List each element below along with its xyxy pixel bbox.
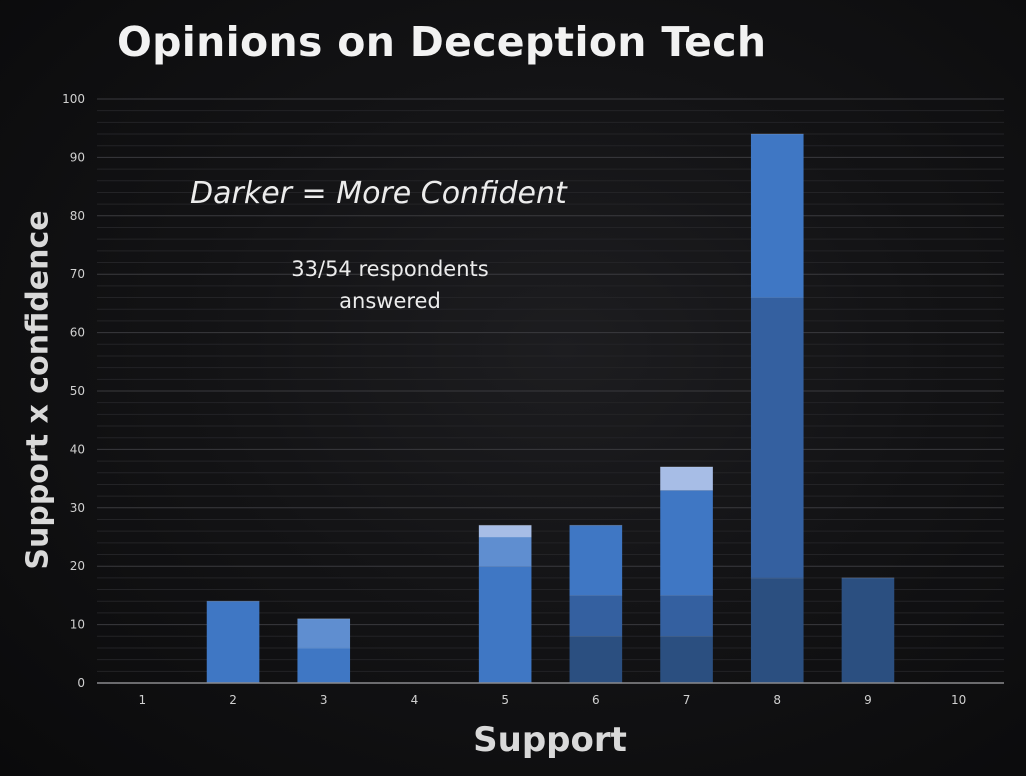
x-tick-labels: 1 2 3 4 5 6 7 8 9 10 <box>139 693 967 707</box>
bar-segment-9-0 <box>841 577 895 683</box>
bar-segment-3-2 <box>297 647 351 683</box>
x-tick-label: 10 <box>951 693 966 707</box>
bar-segment-8-2 <box>750 134 804 298</box>
x-tick-label: 1 <box>139 693 147 707</box>
bar-segment-8-1 <box>750 297 804 578</box>
y-tick-label: 10 <box>70 618 85 632</box>
x-tick-label: 6 <box>592 693 600 707</box>
x-tick-label: 7 <box>683 693 691 707</box>
y-tick-label: 70 <box>70 267 85 281</box>
bar-segment-6-2 <box>569 525 623 596</box>
bar-segment-5-2 <box>478 566 532 683</box>
y-tick-label: 20 <box>70 559 85 573</box>
bar-segment-5-3 <box>478 537 532 567</box>
x-tick-label: 2 <box>229 693 237 707</box>
y-tick-label: 0 <box>77 676 85 690</box>
y-tick-label: 40 <box>70 442 85 456</box>
x-axis-label: Support <box>473 720 627 760</box>
bar-segment-7-0 <box>660 636 713 683</box>
bar-segment-6-1 <box>569 595 623 637</box>
y-tick-label: 100 <box>62 92 85 106</box>
bar-segment-7-1 <box>660 595 713 637</box>
bar-segment-5-4 <box>478 525 532 537</box>
respondents-note: 33/54 respondents answered <box>291 257 489 313</box>
confidence-legend-note: Darker = More Confident <box>190 176 567 211</box>
bar-segment-3-3 <box>297 618 351 648</box>
x-tick-label: 5 <box>501 693 509 707</box>
y-tick-label: 90 <box>70 150 85 164</box>
y-tick-labels: 0 10 20 30 40 50 60 70 80 90 100 <box>62 92 85 690</box>
bar-segment-6-0 <box>569 636 623 683</box>
x-tick-label: 3 <box>320 693 328 707</box>
y-tick-label: 50 <box>70 384 85 398</box>
bar-segment-7-2 <box>660 490 713 596</box>
bar-segment-8-0 <box>750 577 804 683</box>
bar-segment-2-2 <box>206 601 260 683</box>
bars <box>206 133 895 683</box>
bar-segment-7-4 <box>660 466 713 491</box>
x-tick-label: 4 <box>411 693 419 707</box>
chart-title: Opinions on Deception Tech <box>117 18 767 66</box>
y-tick-label: 80 <box>70 209 85 223</box>
y-tick-label: 30 <box>70 501 85 515</box>
y-tick-label: 60 <box>70 326 85 340</box>
x-tick-label: 8 <box>773 693 781 707</box>
x-tick-label: 9 <box>864 693 872 707</box>
